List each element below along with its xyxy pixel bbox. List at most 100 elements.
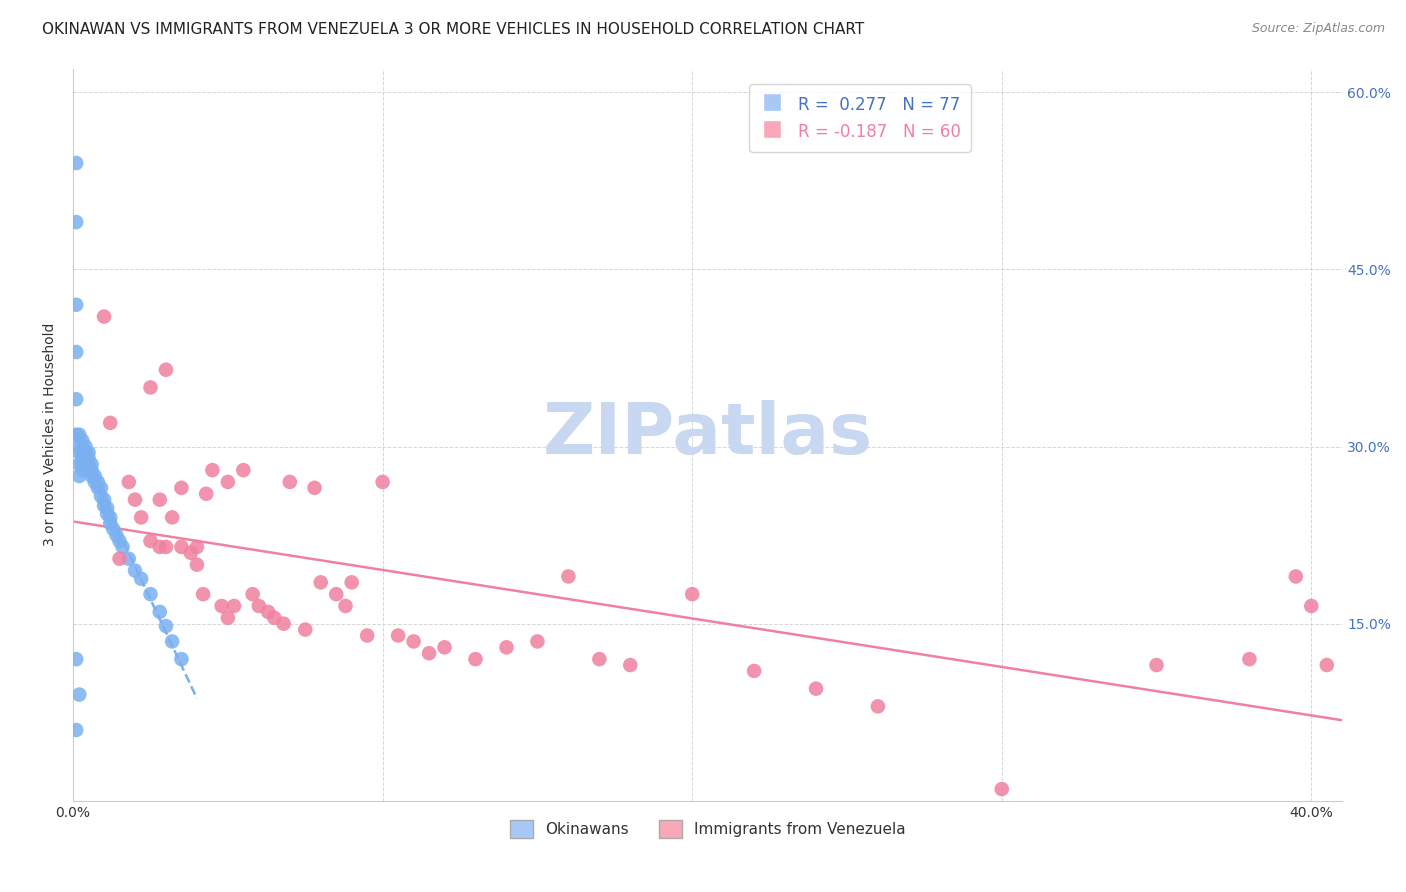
Point — [149, 492, 172, 507]
Point — [129, 572, 152, 586]
Point — [83, 469, 105, 483]
Point — [186, 540, 208, 554]
Point — [681, 587, 703, 601]
Point — [90, 481, 112, 495]
Point — [139, 587, 162, 601]
Point — [105, 528, 128, 542]
Point — [77, 445, 100, 459]
Point — [495, 640, 517, 655]
Point — [72, 457, 94, 471]
Point — [195, 487, 218, 501]
Point — [418, 646, 440, 660]
Point — [217, 475, 239, 489]
Point — [1285, 569, 1308, 583]
Point — [93, 310, 115, 324]
Point — [804, 681, 827, 696]
Point — [160, 510, 183, 524]
Point — [65, 298, 87, 312]
Point — [72, 463, 94, 477]
Point — [75, 440, 97, 454]
Point — [387, 628, 409, 642]
Point — [371, 475, 394, 489]
Point — [160, 634, 183, 648]
Point — [67, 445, 90, 459]
Point — [77, 451, 100, 466]
Point — [356, 628, 378, 642]
Point — [65, 392, 87, 407]
Point — [588, 652, 610, 666]
Point — [83, 475, 105, 489]
Point — [1146, 658, 1168, 673]
Point — [201, 463, 224, 477]
Point — [186, 558, 208, 572]
Point — [222, 599, 245, 613]
Point — [170, 652, 193, 666]
Point — [155, 540, 177, 554]
Point — [402, 634, 425, 648]
Point — [80, 469, 103, 483]
Point — [273, 616, 295, 631]
Point — [139, 534, 162, 549]
Point — [65, 215, 87, 229]
Point — [325, 587, 347, 601]
Point — [309, 575, 332, 590]
Point — [67, 688, 90, 702]
Point — [67, 440, 90, 454]
Point — [464, 652, 486, 666]
Point — [180, 546, 202, 560]
Point — [80, 463, 103, 477]
Point — [124, 492, 146, 507]
Point — [139, 380, 162, 394]
Point — [96, 507, 118, 521]
Point — [87, 481, 110, 495]
Point — [155, 362, 177, 376]
Text: ZIPatlas: ZIPatlas — [543, 401, 873, 469]
Point — [108, 551, 131, 566]
Point — [72, 434, 94, 448]
Point — [170, 540, 193, 554]
Point — [65, 156, 87, 170]
Point — [129, 510, 152, 524]
Point — [93, 492, 115, 507]
Point — [211, 599, 233, 613]
Point — [65, 427, 87, 442]
Point — [118, 551, 141, 566]
Point — [742, 664, 765, 678]
Point — [118, 475, 141, 489]
Point — [75, 445, 97, 459]
Point — [67, 457, 90, 471]
Point — [191, 587, 214, 601]
Y-axis label: 3 or more Vehicles in Household: 3 or more Vehicles in Household — [44, 323, 58, 547]
Point — [1301, 599, 1323, 613]
Point — [149, 605, 172, 619]
Point — [108, 534, 131, 549]
Point — [242, 587, 264, 601]
Point — [155, 619, 177, 633]
Point — [93, 499, 115, 513]
Legend: Okinawans, Immigrants from Venezuela: Okinawans, Immigrants from Venezuela — [503, 814, 912, 845]
Point — [65, 723, 87, 737]
Point — [990, 782, 1012, 797]
Point — [232, 463, 254, 477]
Point — [67, 427, 90, 442]
Point — [149, 540, 172, 554]
Point — [103, 522, 125, 536]
Point — [170, 481, 193, 495]
Point — [87, 475, 110, 489]
Point — [98, 516, 121, 531]
Point — [80, 457, 103, 471]
Point — [557, 569, 579, 583]
Point — [72, 451, 94, 466]
Point — [98, 416, 121, 430]
Point — [257, 605, 280, 619]
Point — [96, 500, 118, 515]
Point — [65, 652, 87, 666]
Point — [433, 640, 456, 655]
Point — [335, 599, 357, 613]
Point — [98, 510, 121, 524]
Point — [77, 457, 100, 471]
Point — [124, 564, 146, 578]
Point — [866, 699, 889, 714]
Point — [1316, 658, 1339, 673]
Text: Source: ZipAtlas.com: Source: ZipAtlas.com — [1251, 22, 1385, 36]
